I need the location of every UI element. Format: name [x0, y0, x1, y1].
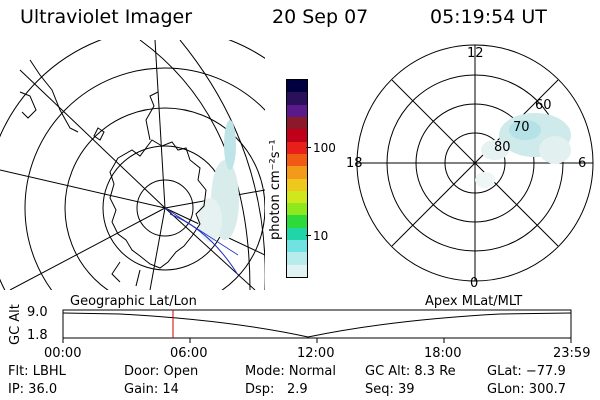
status-ip: IP: 36.0 [8, 382, 58, 397]
colorbar-segment [287, 80, 307, 93]
time-label: 05:19:54 UT [430, 6, 547, 28]
date-label: 20 Sep 07 [272, 6, 369, 28]
colorbar-segment [287, 166, 307, 179]
mlt-label-6: 6 [578, 156, 587, 171]
colorbar-tick-10: 10 [313, 229, 329, 243]
status-gc-alt: GC Alt: 8.3 Re [365, 364, 456, 379]
mlt-label-0: 0 [470, 276, 479, 291]
colorbar-segment [287, 240, 307, 253]
colorbar-segment [287, 215, 307, 228]
colorbar-tick-100: 100 [313, 141, 336, 155]
lat-circle [24, 67, 265, 290]
timeline-ymax: 9.0 [27, 305, 48, 320]
lat-circle [64, 107, 265, 290]
colorbar-segment [287, 264, 307, 277]
status-dsp-label: Dsp: [245, 382, 275, 397]
status-glon: GLon: 300.7 [487, 382, 567, 397]
timeline-tick-0: 00:00 [44, 346, 82, 361]
timeline-ylabel: GC Alt [8, 304, 23, 345]
colorbar-tick [306, 235, 311, 236]
instrument-title: Ultraviolet Imager [20, 6, 193, 28]
timeline-tick-1: 06:00 [170, 346, 208, 361]
status-gain: Gain: 14 [124, 382, 179, 397]
timeline-tick-3: 18:00 [424, 346, 462, 361]
status-dsp-value: 2.9 [287, 382, 308, 397]
status-door: Door: Open [124, 364, 199, 379]
status-mode: Mode: Normal [245, 364, 336, 379]
geographic-label: Geographic Lat/Lon [70, 294, 197, 309]
colorbar-segment [287, 252, 307, 265]
colorbar [286, 79, 308, 278]
mlat-label-80: 80 [494, 140, 511, 155]
colorbar-segment [287, 227, 307, 241]
colorbar-segment [287, 92, 307, 105]
timeline-tick-4: 23:59 [553, 346, 591, 361]
mlt-label-18: 18 [346, 156, 363, 171]
status-glat: GLat: −77.9 [487, 364, 566, 379]
colorbar-segment [287, 129, 307, 142]
colorbar-segment [287, 116, 307, 130]
colorbar-tick [306, 147, 311, 148]
colorbar-segment [287, 190, 307, 204]
colorbar-segment [287, 203, 307, 216]
magnetic-polar-plot [356, 44, 594, 282]
status-seq: Seq: 39 [365, 382, 415, 397]
status-filter: Flt: LBHL [8, 364, 66, 379]
mlat-label-60: 60 [535, 98, 552, 113]
timeline-tick-2: 12:00 [297, 346, 335, 361]
mlt-label-12: 12 [467, 46, 484, 61]
colorbar-segment [287, 153, 307, 167]
timeline-ymin: 1.8 [27, 328, 48, 343]
colorbar-segment [287, 104, 307, 117]
mlat-label-70: 70 [513, 120, 530, 135]
colorbar-segment [287, 178, 307, 191]
colorbar-segment [287, 141, 307, 154]
magnetic-label: Apex MLat/MLT [425, 294, 523, 309]
lat-circle [136, 179, 194, 237]
